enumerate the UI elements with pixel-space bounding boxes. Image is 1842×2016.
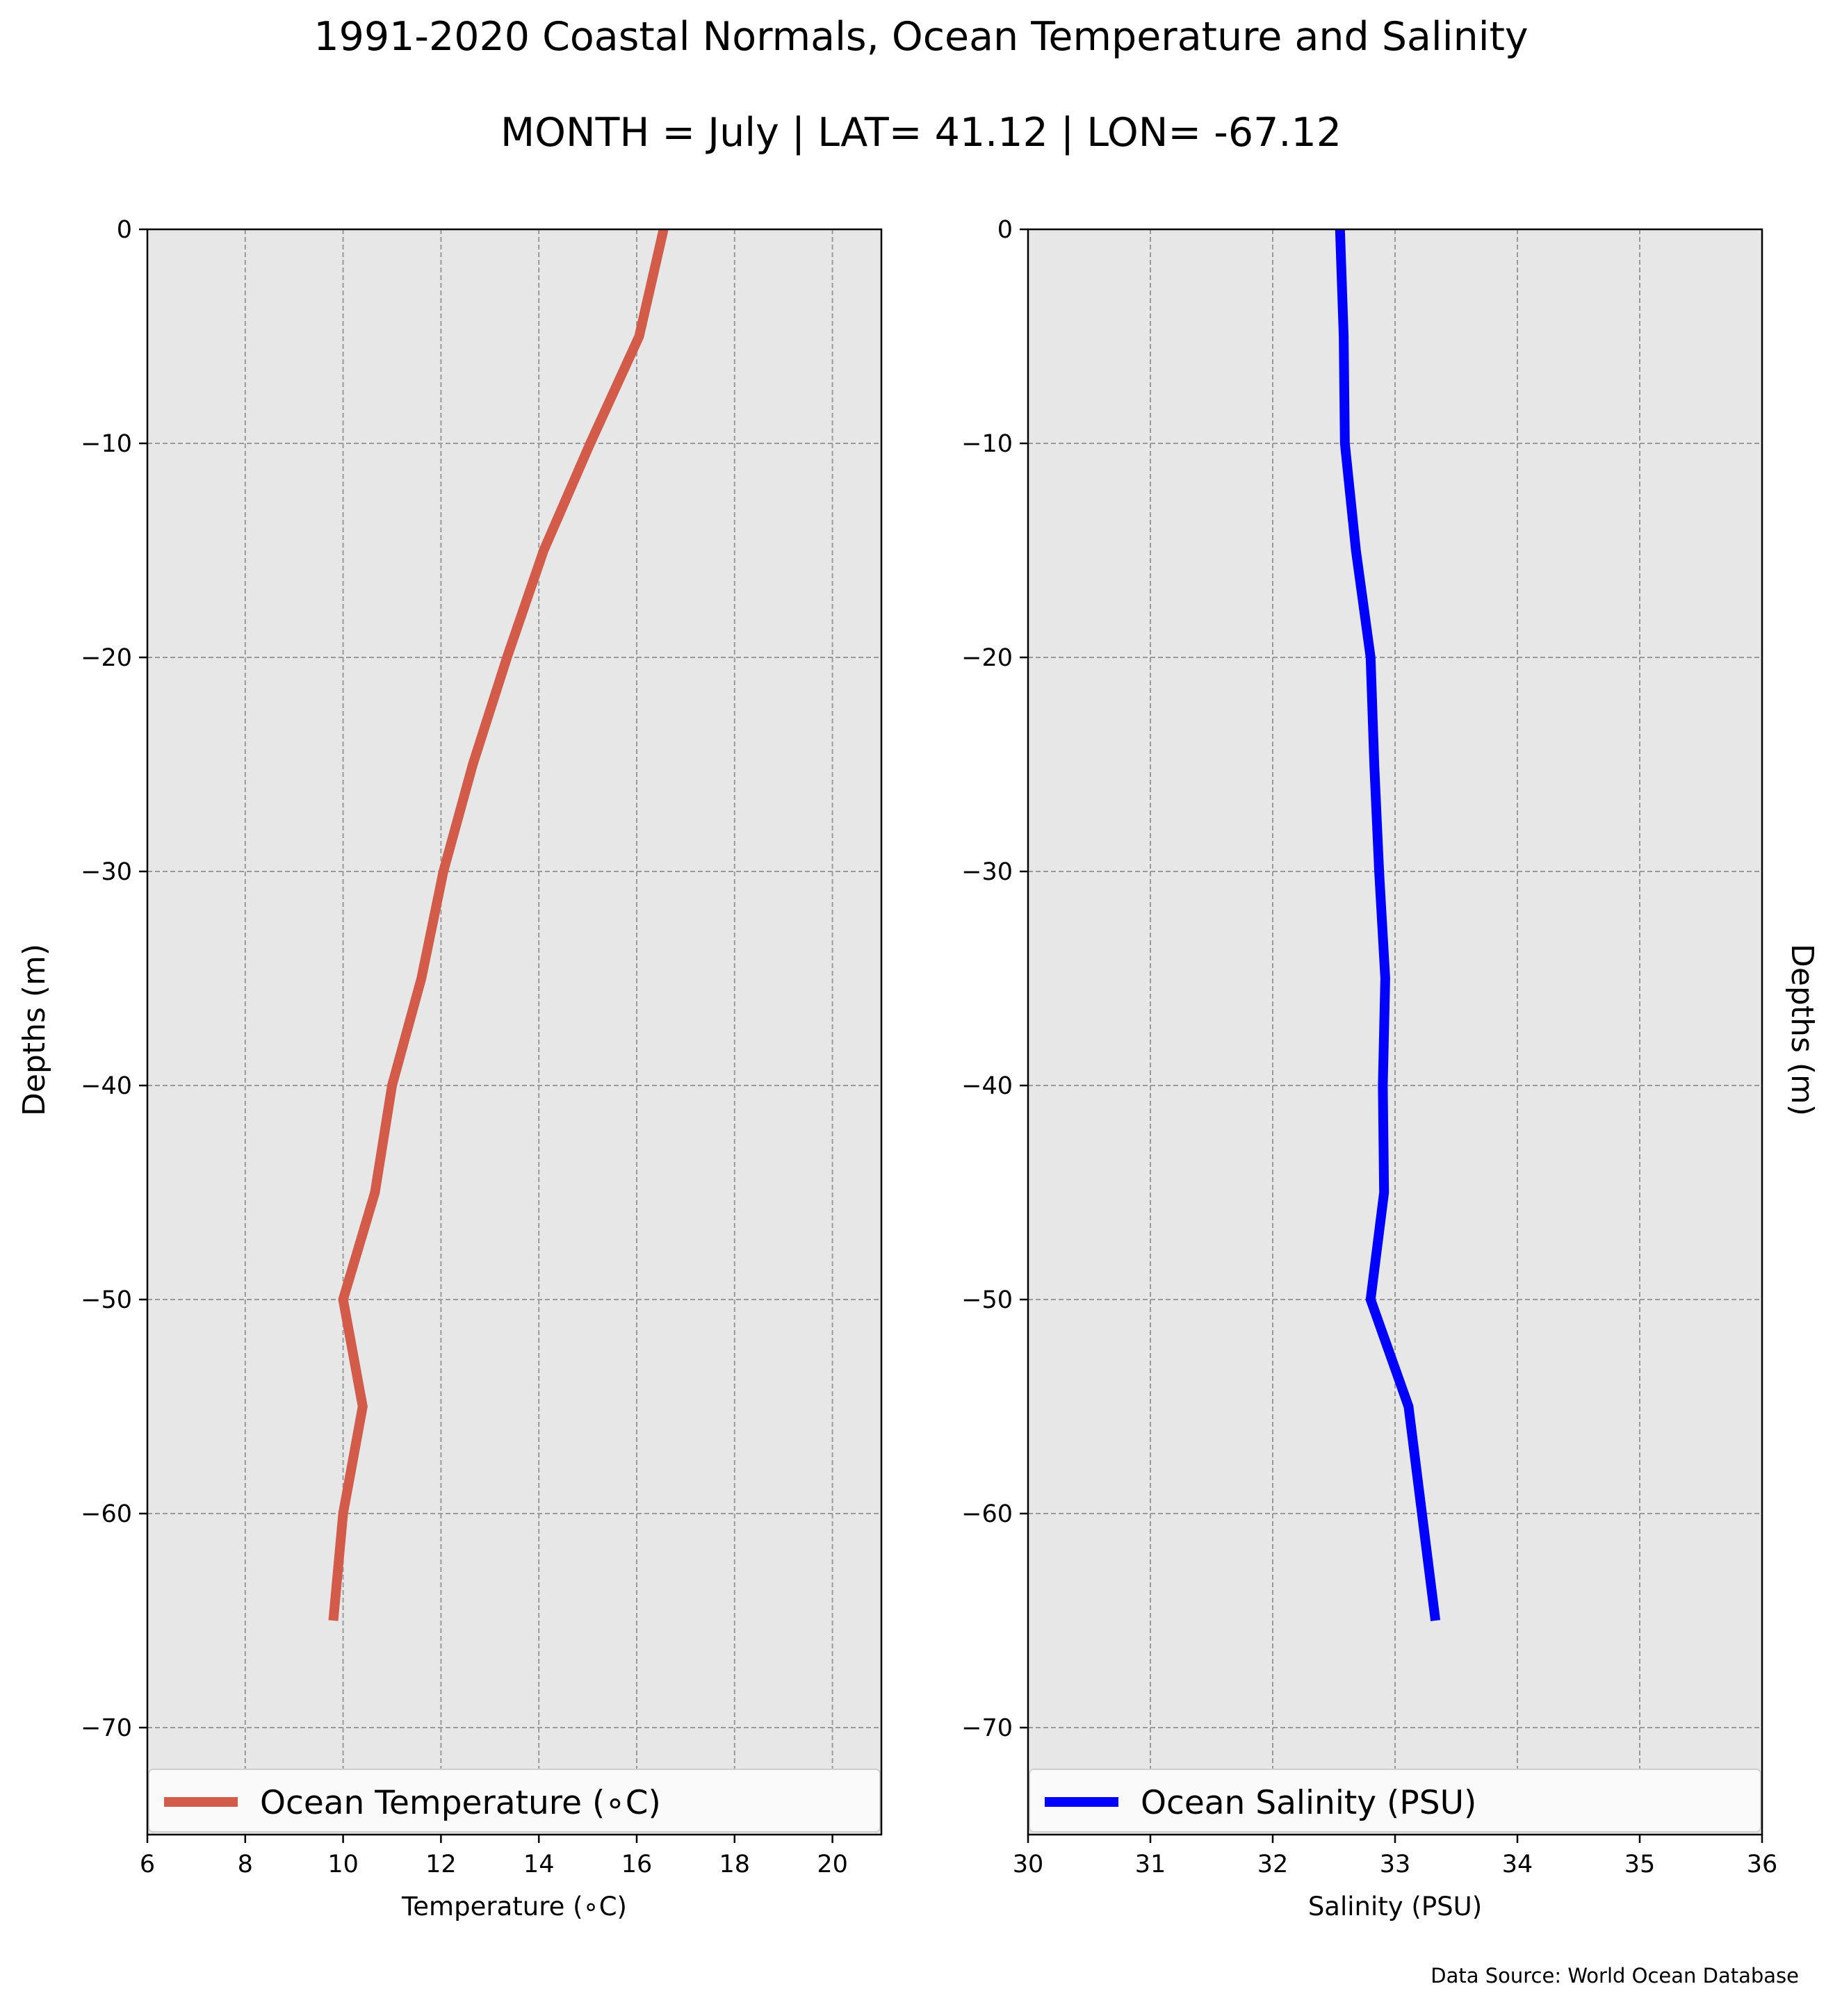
sal-xtick-label-6: 36 [1747, 1851, 1778, 1878]
sal-point-3 [1355, 550, 1356, 551]
sal-legend: Ocean Salinity (PSU) [1029, 1769, 1761, 1833]
sal-point-4 [1370, 657, 1371, 658]
temp-ytick-label-0: 0 [117, 216, 132, 244]
temp-legend: Ocean Temperature (∘C) [148, 1769, 881, 1833]
sal-series-line-0 [1335, 229, 1441, 1621]
temp-legend-box [148, 1769, 881, 1833]
temp-ytick-label-2: −20 [81, 644, 132, 672]
temp-series-line-0 [328, 228, 669, 1621]
figure-title: 1991-2020 Coastal Normals, Ocean Tempera… [313, 14, 1528, 60]
sal-ytick-label-1: −10 [961, 430, 1013, 458]
temp-legend-label-0: Ocean Temperature (∘C) [260, 1784, 661, 1822]
temp-xtick-label-2: 10 [327, 1851, 359, 1878]
temp-ytick-label-7: −70 [81, 1714, 132, 1742]
sal-xtick-label-4: 34 [1502, 1851, 1533, 1878]
sal-xlabel: Salinity (PSU) [1308, 1892, 1482, 1921]
temp-axes-frame [146, 228, 883, 1836]
temp-xlabel: Temperature (∘C) [401, 1892, 627, 1921]
temperature-panel: Ocean Temperature (∘C) 6 8 10 12 14 16 18 20 0 −10… [81, 216, 883, 1921]
sal-ytick-label-7: −70 [961, 1714, 1013, 1742]
sal-point-2 [1344, 443, 1345, 444]
temp-ytick-label-6: −60 [81, 1500, 132, 1528]
sal-point-5 [1374, 764, 1375, 765]
sal-xtick-label-5: 35 [1624, 1851, 1656, 1878]
temp-xtick-label-0: 6 [140, 1851, 155, 1878]
right-ylabel: Depths (m) [1784, 944, 1820, 1116]
data-source-note: Data Source: World Ocean Database [1431, 1964, 1799, 1988]
temp-plot-area [147, 229, 881, 1835]
temp-point-8 [392, 1085, 393, 1086]
temp-xtick-label-3: 12 [425, 1851, 457, 1878]
temp-point-2 [590, 443, 591, 444]
sal-legend-box [1029, 1769, 1761, 1833]
figure-subtitle: MONTH = July | LAT= 41.12 | LON= -67.12 [500, 110, 1342, 156]
temp-ytick-label-5: −50 [81, 1286, 132, 1314]
left-ylabel: Depths (m) [17, 944, 52, 1116]
sal-ytick-label-5: −50 [961, 1286, 1013, 1314]
sal-ytick-label-0: 0 [997, 216, 1013, 244]
temp-ytick-label-1: −10 [81, 430, 132, 458]
temp-ytick-label-4: −40 [81, 1072, 132, 1100]
temp-ytick-label-3: −30 [81, 858, 132, 886]
sal-ytick-label-3: −30 [961, 858, 1013, 886]
salinity-panel: Ocean Salinity (PSU) 30 31 32 33 34 35 36 0 −10 −2… [961, 216, 1777, 1921]
temp-xtick-label-1: 8 [238, 1851, 253, 1878]
sal-ytick-label-6: −60 [961, 1500, 1013, 1528]
sal-ytick-label-2: −20 [961, 644, 1013, 672]
temp-xtick-label-6: 18 [719, 1851, 751, 1878]
sal-xtick-label-1: 31 [1135, 1851, 1166, 1878]
temp-xtick-label-4: 14 [523, 1851, 555, 1878]
sal-xtick-label-0: 30 [1013, 1851, 1044, 1878]
sal-point-6 [1379, 871, 1380, 872]
sal-xtick-label-3: 33 [1380, 1851, 1411, 1878]
sal-legend-label-0: Ocean Salinity (PSU) [1141, 1784, 1476, 1822]
temp-xtick-label-7: 20 [817, 1851, 848, 1878]
temp-xtick-label-5: 16 [621, 1851, 653, 1878]
sal-xtick-label-2: 32 [1257, 1851, 1289, 1878]
temp-point-7 [421, 978, 422, 979]
sal-ytick-label-4: −40 [961, 1072, 1013, 1100]
